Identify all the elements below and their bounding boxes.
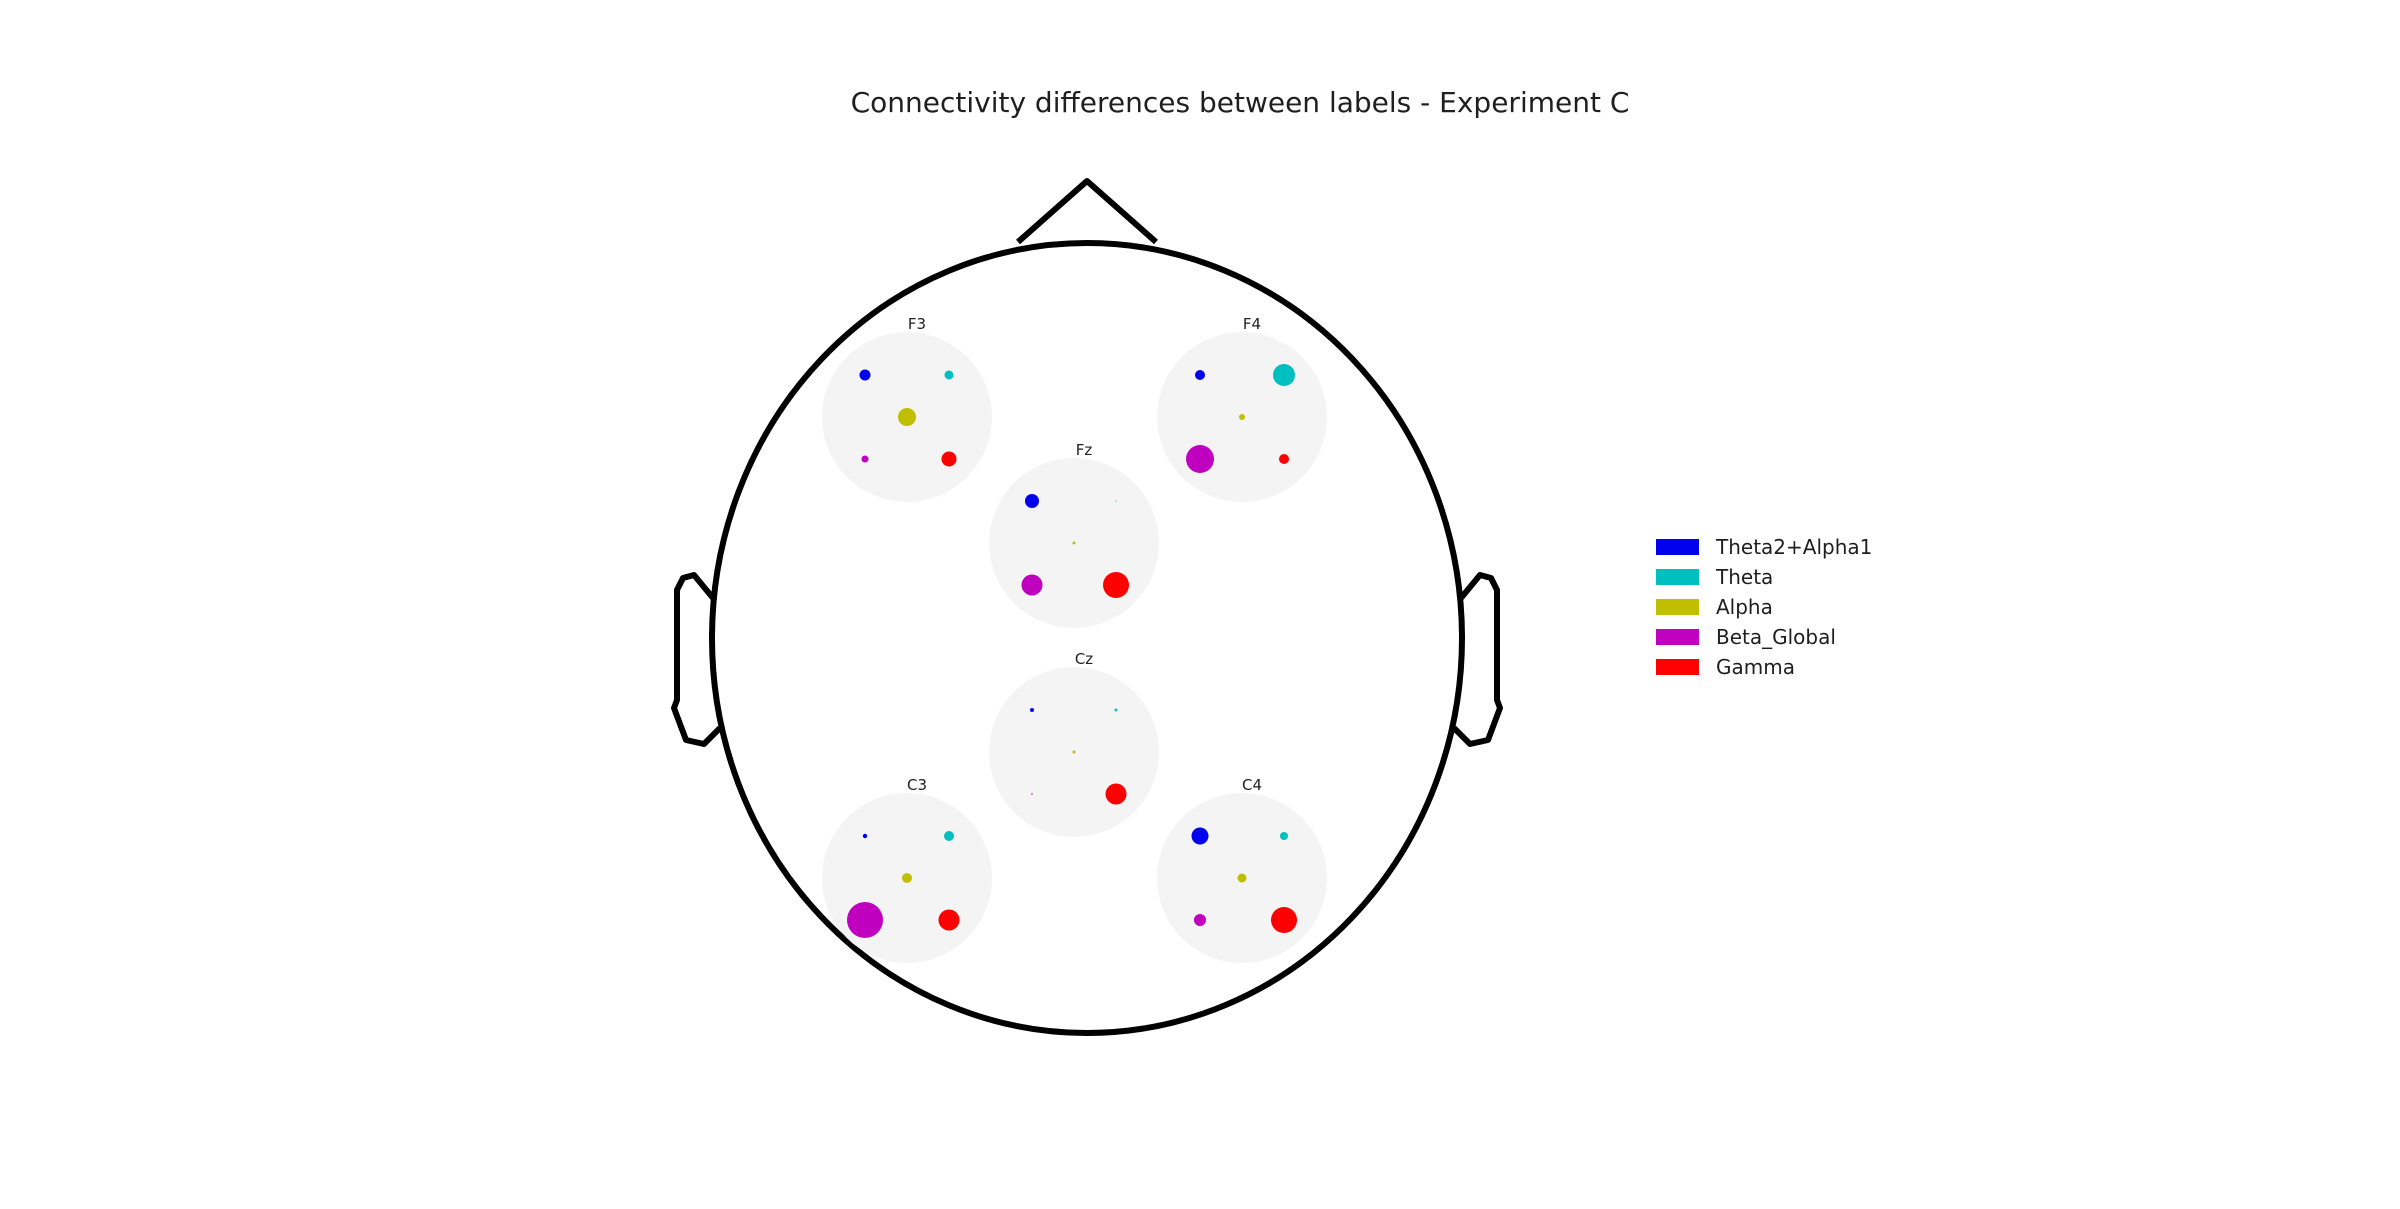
dot-gamma — [1279, 454, 1289, 464]
legend-label: Alpha — [1716, 595, 1773, 619]
electrode-label: Cz — [1075, 650, 1093, 668]
dot-gamma — [938, 909, 960, 931]
dot-gamma — [1271, 907, 1297, 933]
electrode-label: C3 — [907, 776, 927, 794]
dot-alpha — [902, 873, 912, 883]
dot-alpha — [1072, 750, 1076, 754]
dot-theta — [1115, 500, 1117, 502]
dot-theta2-alpha1 — [1025, 494, 1039, 508]
legend-item: Theta — [1656, 562, 1872, 592]
legend-swatch — [1656, 629, 1699, 645]
dot-beta-global — [1021, 574, 1043, 596]
dot-beta-global — [1194, 914, 1206, 926]
electrode-cz: Cz — [989, 650, 1159, 837]
legend-item: Alpha — [1656, 592, 1872, 622]
dot-alpha — [1237, 873, 1247, 883]
dot-gamma — [1105, 783, 1127, 805]
legend-swatch — [1656, 659, 1699, 675]
legend-swatch — [1656, 599, 1699, 615]
legend-item: Beta_Global — [1656, 622, 1872, 652]
dot-gamma — [1103, 572, 1129, 598]
dot-beta-global — [1031, 793, 1033, 795]
electrode-label: F3 — [908, 315, 926, 333]
legend-label: Theta2+Alpha1 — [1716, 535, 1873, 559]
legend-swatch — [1656, 539, 1699, 555]
dot-theta2-alpha1 — [1191, 827, 1209, 845]
legend-label: Beta_Global — [1716, 625, 1836, 649]
dot-gamma — [941, 451, 957, 467]
dot-theta — [944, 370, 954, 380]
dot-theta — [944, 831, 954, 841]
legend-label: Theta — [1716, 565, 1774, 589]
legend-label: Gamma — [1716, 655, 1795, 679]
electrode-label: C4 — [1242, 776, 1262, 794]
left-ear — [671, 572, 723, 747]
legend: Theta2+Alpha1 Theta Alpha Beta_Global Gamma — [1656, 532, 1872, 682]
legend-item: Gamma — [1656, 652, 1872, 682]
dot-alpha — [1072, 541, 1076, 545]
dot-theta — [1114, 708, 1118, 712]
dot-beta-global — [861, 455, 869, 463]
dot-theta2-alpha1 — [1195, 370, 1205, 380]
dot-theta2-alpha1 — [1030, 708, 1034, 712]
head-outline — [671, 178, 1503, 1036]
electrode-f3: F3 — [822, 315, 992, 502]
dot-theta — [1280, 832, 1288, 840]
nose — [1016, 178, 1158, 245]
dot-alpha — [1239, 414, 1245, 420]
right-ear — [1451, 572, 1503, 747]
electrode-label: Fz — [1076, 441, 1093, 459]
legend-item: Theta2+Alpha1 — [1656, 532, 1872, 562]
dot-beta-global — [847, 902, 883, 938]
dot-beta-global — [1186, 445, 1214, 473]
electrode-fz: Fz — [989, 441, 1159, 628]
legend-swatch — [1656, 569, 1699, 585]
electrode-layer: F3 F4 Fz Cz C3 C4 — [822, 315, 1327, 963]
plot-title: Connectivity differences between labels … — [850, 86, 1630, 119]
electrode-c4: C4 — [1157, 776, 1327, 963]
dot-theta — [1273, 364, 1295, 386]
dot-theta2-alpha1 — [859, 369, 871, 381]
electrode-label: F4 — [1243, 315, 1261, 333]
electrode-c3: C3 — [822, 776, 992, 963]
electrode-f4: F4 — [1157, 315, 1327, 502]
head-circle — [709, 240, 1465, 1036]
dot-theta2-alpha1 — [862, 833, 868, 839]
dot-alpha — [898, 408, 916, 426]
